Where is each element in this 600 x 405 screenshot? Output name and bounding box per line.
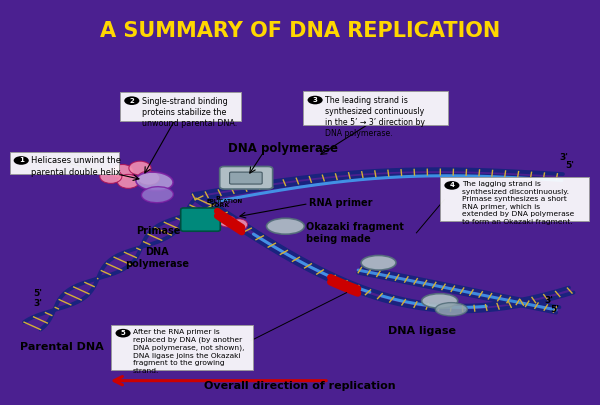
Text: DNA ligase: DNA ligase xyxy=(388,326,456,336)
Text: Primase: Primase xyxy=(136,226,181,236)
Text: 5': 5' xyxy=(565,161,574,170)
Ellipse shape xyxy=(100,169,122,183)
Text: 2: 2 xyxy=(130,98,134,104)
Text: A SUMMARY OF DNA REPLICATION: A SUMMARY OF DNA REPLICATION xyxy=(100,21,500,41)
Ellipse shape xyxy=(137,171,160,185)
FancyBboxPatch shape xyxy=(220,166,272,189)
Text: EPLICATION: EPLICATION xyxy=(207,199,243,204)
FancyBboxPatch shape xyxy=(440,177,589,221)
FancyBboxPatch shape xyxy=(181,208,220,231)
Ellipse shape xyxy=(129,161,151,175)
Ellipse shape xyxy=(266,218,304,234)
FancyBboxPatch shape xyxy=(230,172,262,184)
Text: 4: 4 xyxy=(449,182,454,188)
Text: Parental DNA: Parental DNA xyxy=(20,343,103,352)
Text: 3': 3' xyxy=(544,296,553,305)
Circle shape xyxy=(116,329,131,337)
Text: After the RNA primer is
replaced by DNA (by another
DNA polymerase, not shown),
: After the RNA primer is replaced by DNA … xyxy=(133,329,244,374)
Ellipse shape xyxy=(422,294,458,308)
FancyBboxPatch shape xyxy=(120,92,241,121)
Text: R: R xyxy=(215,196,220,200)
Circle shape xyxy=(14,156,29,165)
Circle shape xyxy=(445,181,460,190)
Ellipse shape xyxy=(230,219,248,230)
Text: The leading strand is
synthesized continuously
in the 5’ → 3’ direction by
DNA p: The leading strand is synthesized contin… xyxy=(325,96,425,139)
Text: FORK: FORK xyxy=(211,203,230,208)
FancyBboxPatch shape xyxy=(304,92,448,125)
Text: Overall direction of replication: Overall direction of replication xyxy=(204,381,396,391)
Text: 3: 3 xyxy=(313,97,317,103)
Text: DNA polymerase: DNA polymerase xyxy=(227,142,338,155)
Circle shape xyxy=(308,96,323,104)
Ellipse shape xyxy=(117,175,139,188)
Circle shape xyxy=(124,96,139,105)
Text: DNA
polymerase: DNA polymerase xyxy=(125,247,190,269)
Text: Single-strand binding
proteins stabilize the
unwound parental DNA.: Single-strand binding proteins stabilize… xyxy=(142,97,237,128)
Text: 5': 5' xyxy=(550,305,559,314)
Text: Okazaki fragment
being made: Okazaki fragment being made xyxy=(306,222,404,244)
Text: The lagging strand is
synthesized discontinuously.
Primase synthesizes a short
R: The lagging strand is synthesized discon… xyxy=(462,181,574,225)
Ellipse shape xyxy=(142,187,173,202)
Text: 5: 5 xyxy=(121,330,125,336)
Text: 3': 3' xyxy=(559,153,568,162)
Ellipse shape xyxy=(112,164,134,179)
FancyBboxPatch shape xyxy=(112,324,253,370)
Text: RNA primer: RNA primer xyxy=(309,198,372,208)
Text: Helicases unwind the
parental double helix.: Helicases unwind the parental double hel… xyxy=(31,156,124,177)
Text: 3': 3' xyxy=(34,299,43,308)
FancyBboxPatch shape xyxy=(10,152,119,175)
Text: 5': 5' xyxy=(34,289,43,298)
Ellipse shape xyxy=(361,256,396,270)
Ellipse shape xyxy=(218,215,236,227)
Ellipse shape xyxy=(436,303,467,316)
Text: 1: 1 xyxy=(19,158,23,164)
Ellipse shape xyxy=(136,172,173,191)
